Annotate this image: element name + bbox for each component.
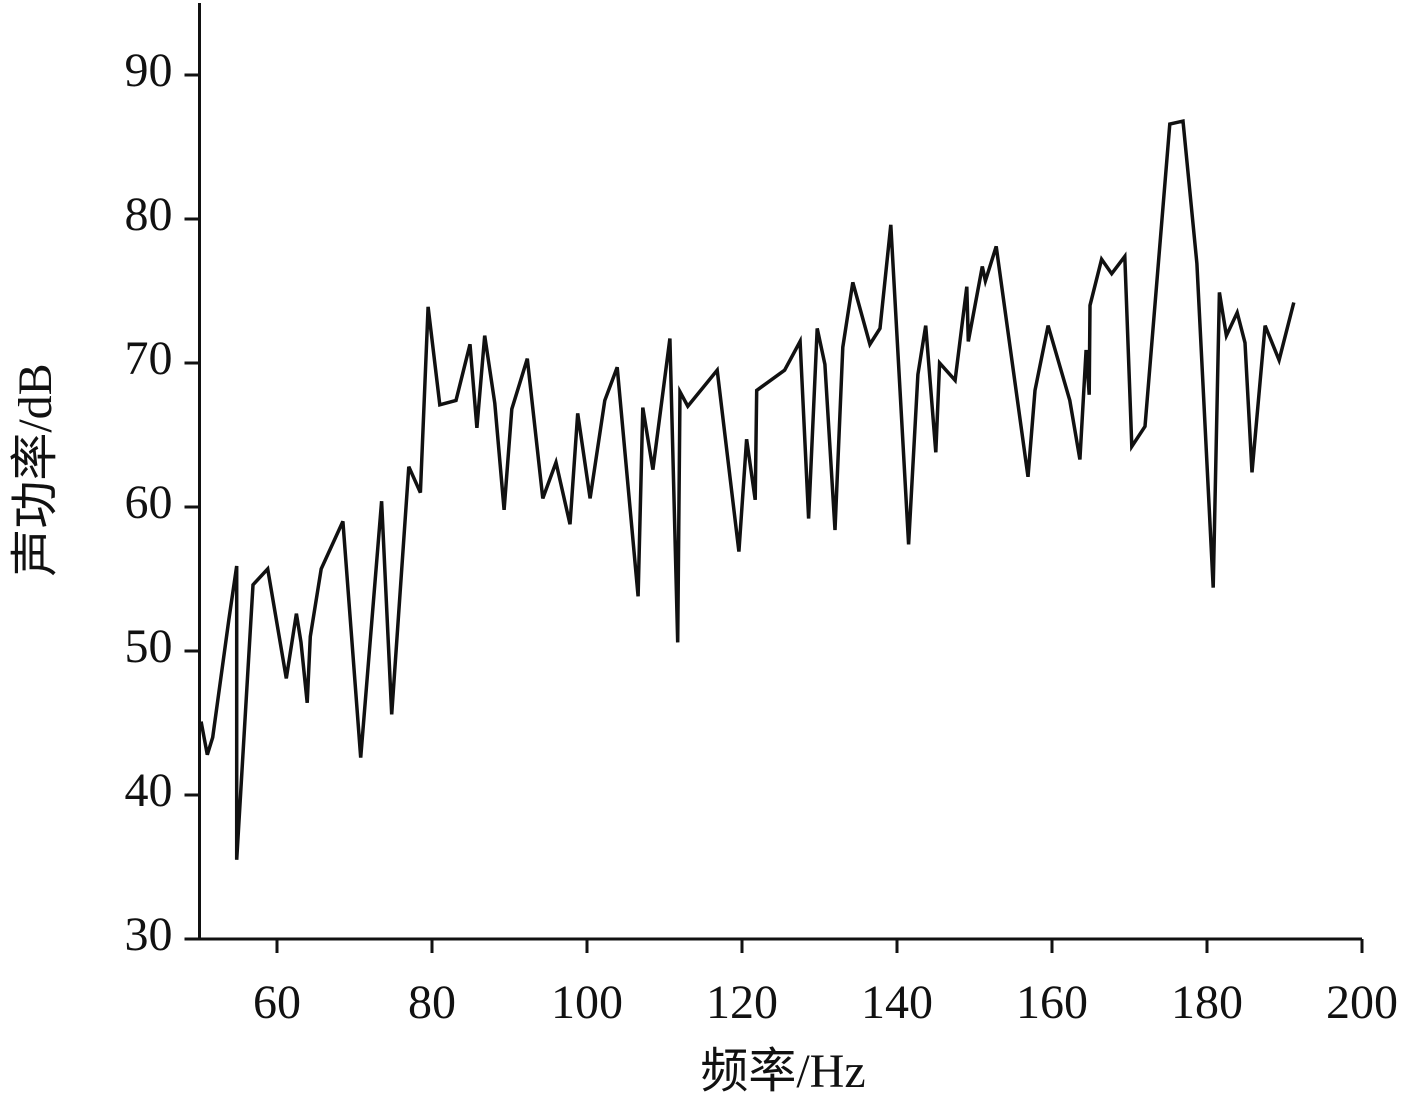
y-tick-label: 90 [125,44,173,97]
x-tick-label: 200 [1326,976,1398,1029]
y-tick-label: 50 [125,620,173,673]
y-tick-label: 80 [125,188,173,241]
x-tick-label: 120 [706,976,778,1029]
x-tick-label: 160 [1016,976,1088,1029]
x-tick-label: 180 [1171,976,1243,1029]
x-tick-label: 60 [253,976,301,1029]
y-tick-label: 60 [125,476,173,529]
x-tick-label: 80 [408,976,456,1029]
data-line [199,118,1296,860]
x-axis-label: 频率/Hz [700,1045,865,1098]
y-axis-label: 声功率/dB [9,363,62,576]
x-tick-label: 100 [551,976,623,1029]
y-tick-label: 40 [125,764,173,817]
y-tick-label: 30 [125,908,173,961]
y-tick-label: 70 [125,332,173,385]
x-tick-label: 140 [861,976,933,1029]
